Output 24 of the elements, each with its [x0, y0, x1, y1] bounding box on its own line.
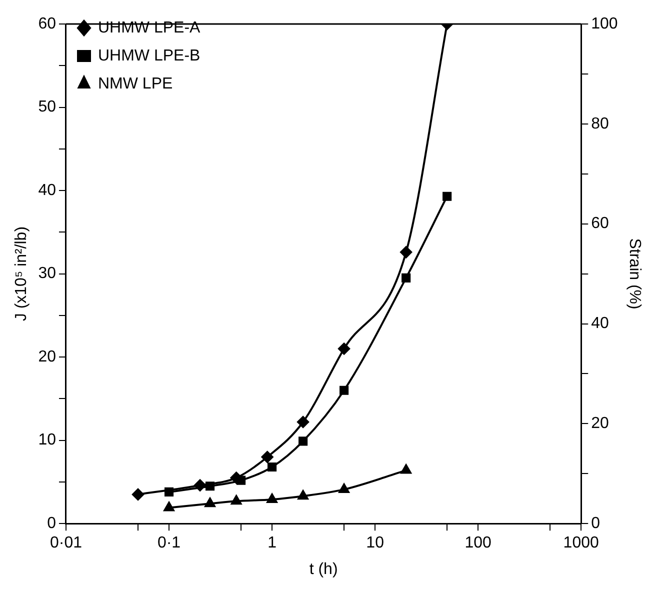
y2-tick-label: 40	[591, 315, 610, 332]
y2-tick-label: 80	[591, 115, 610, 132]
x-tick-label: 100	[464, 534, 492, 552]
y2-axis-title: Strain (%)	[626, 238, 643, 310]
x-tick-label: 10	[366, 534, 384, 552]
x-tick-label: 0·1	[157, 534, 181, 552]
x-tick-label: 1000	[563, 534, 600, 552]
y-tick-label: 20	[38, 348, 56, 366]
y-tick-label: 60	[38, 15, 56, 32]
x-tick-label: 1	[268, 534, 277, 552]
y-axis-title: J (x10⁵ in²/lb)	[13, 226, 30, 322]
y2-tick-label: 0	[591, 515, 600, 532]
y-tick-label: 10	[38, 432, 56, 449]
y-tick-label: 30	[38, 265, 56, 282]
legend-label: UHMW LPE-B	[98, 47, 200, 64]
y-tick-label: 0	[47, 515, 56, 532]
y2-tick-label: 60	[591, 215, 610, 232]
x-axis-title: t (h)	[309, 560, 338, 578]
y-tick-label: 40	[38, 182, 56, 199]
x-tick-label: 0·01	[50, 534, 82, 552]
legend-label: NMW LPE	[98, 75, 173, 92]
y2-tick-label: 100	[591, 15, 618, 32]
y2-tick-label: 20	[591, 415, 610, 432]
y-tick-label: 50	[38, 98, 56, 116]
